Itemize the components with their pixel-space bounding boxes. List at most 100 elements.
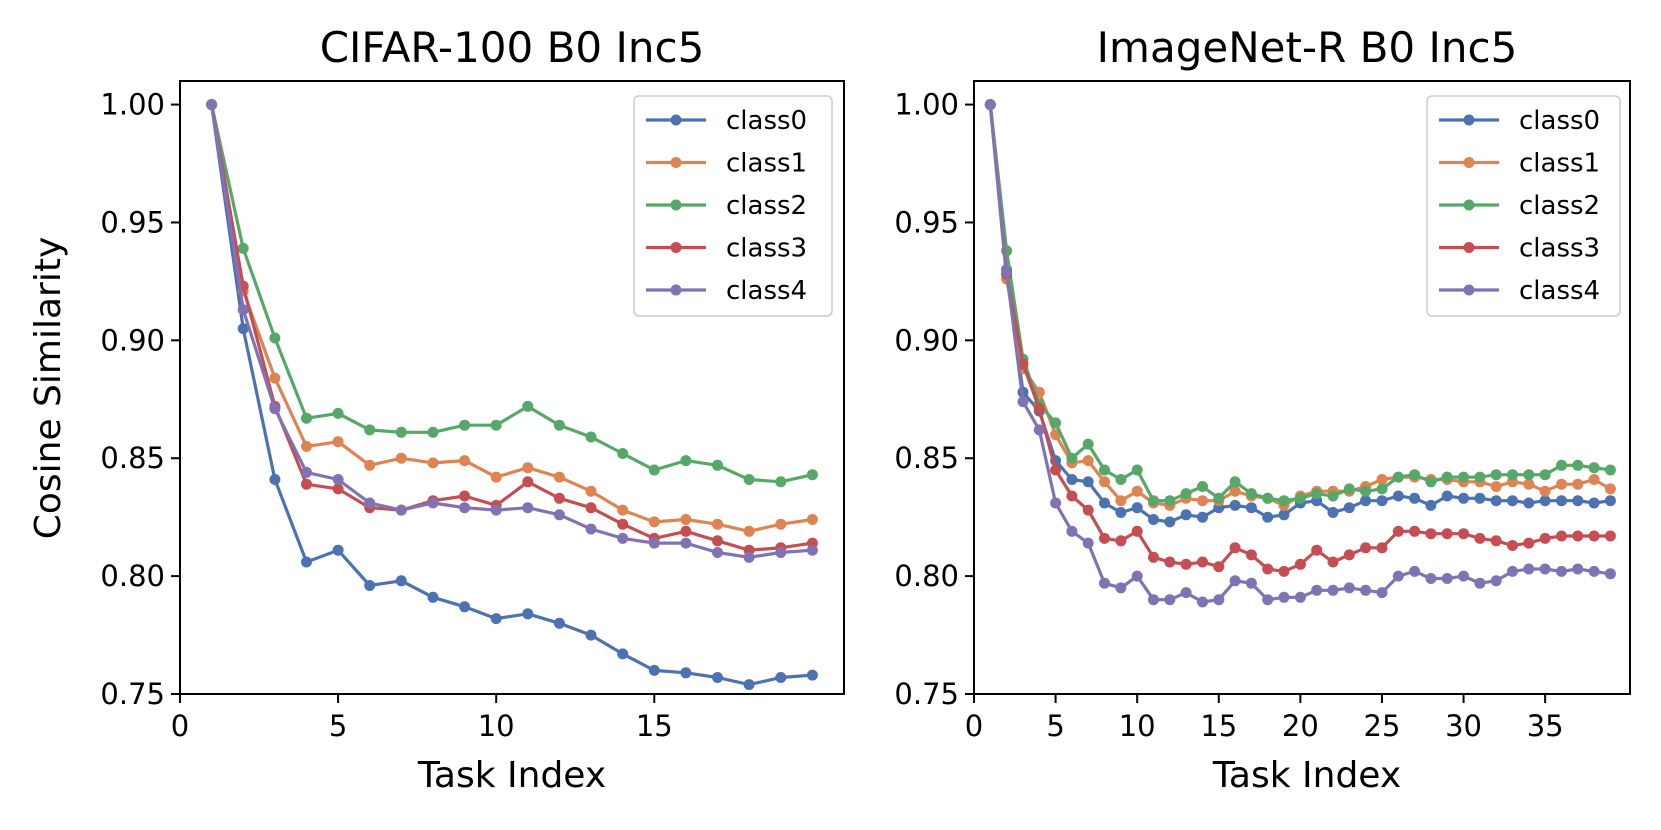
plot-area-imagenet-r: 0 5 10 15 20 25 30 35 0.75 0.80 0.85 0.90 0.95 1.00 cl… bbox=[894, 80, 1631, 743]
data-point-class1 bbox=[1082, 455, 1094, 467]
data-point-class2 bbox=[1409, 469, 1421, 481]
legend-marker-class3 bbox=[1463, 242, 1475, 253]
data-point-class4 bbox=[585, 523, 597, 535]
data-point-class4 bbox=[1001, 266, 1013, 278]
chart-title: CIFAR-100 B0 Inc5 bbox=[320, 23, 705, 72]
data-point-class4 bbox=[1229, 575, 1241, 587]
y-tick-label: 0.75 bbox=[894, 677, 959, 711]
data-point-class3 bbox=[1604, 530, 1616, 542]
data-point-class2 bbox=[1376, 483, 1388, 495]
data-point-class2 bbox=[1278, 495, 1290, 507]
data-point-class0 bbox=[1262, 511, 1274, 523]
data-point-class3 bbox=[1458, 528, 1470, 540]
data-point-class2 bbox=[1441, 471, 1453, 483]
x-axis-label: Task Index bbox=[417, 755, 606, 796]
data-point-class3 bbox=[301, 478, 312, 490]
data-point-class0 bbox=[1523, 497, 1535, 509]
legend-box bbox=[633, 95, 833, 317]
legend-label-class3: class3 bbox=[726, 234, 807, 264]
x-tick-label: 15 bbox=[1200, 709, 1237, 743]
data-point-class2 bbox=[743, 474, 755, 485]
data-point-class2 bbox=[1180, 488, 1192, 500]
plot-frame bbox=[973, 80, 1631, 695]
data-point-class2 bbox=[1343, 483, 1355, 495]
series-group bbox=[206, 99, 818, 691]
data-point-class3 bbox=[617, 518, 629, 530]
data-point-class1 bbox=[806, 514, 818, 525]
data-point-class2 bbox=[1556, 459, 1567, 471]
data-point-class2 bbox=[395, 426, 407, 438]
data-point-class0 bbox=[1572, 495, 1584, 507]
data-point-class4 bbox=[743, 551, 755, 563]
data-point-class4 bbox=[206, 99, 218, 111]
data-point-class3 bbox=[1180, 558, 1192, 570]
data-point-class1 bbox=[332, 436, 344, 448]
data-point-class1 bbox=[522, 462, 534, 474]
data-point-class1 bbox=[1539, 485, 1551, 497]
data-point-class2 bbox=[459, 419, 471, 431]
data-point-class0 bbox=[1441, 490, 1453, 502]
data-point-class1 bbox=[712, 518, 723, 530]
y-tick-label: 0.90 bbox=[894, 323, 959, 357]
data-point-class3 bbox=[1278, 565, 1290, 577]
data-point-class3 bbox=[459, 490, 471, 502]
data-point-class4 bbox=[1343, 582, 1355, 594]
data-point-class3 bbox=[1099, 532, 1110, 544]
data-point-class3 bbox=[1556, 530, 1567, 542]
data-point-class2 bbox=[1523, 469, 1535, 481]
data-point-class2 bbox=[1474, 471, 1486, 483]
data-point-class2 bbox=[1425, 476, 1437, 488]
data-point-class2 bbox=[1115, 474, 1127, 485]
data-point-class1 bbox=[301, 440, 312, 452]
data-point-class2 bbox=[1507, 469, 1518, 481]
data-point-class1 bbox=[395, 452, 407, 464]
data-point-class1 bbox=[1556, 478, 1567, 490]
data-point-class2 bbox=[1539, 469, 1551, 481]
data-point-class3 bbox=[1017, 358, 1029, 370]
data-point-class1 bbox=[553, 471, 565, 483]
data-point-class4 bbox=[1556, 565, 1567, 577]
data-point-class4 bbox=[712, 547, 723, 558]
x-tick-label: 15 bbox=[636, 709, 673, 743]
data-point-class2 bbox=[1458, 471, 1470, 483]
data-point-class2 bbox=[680, 455, 692, 467]
data-point-class0 bbox=[648, 664, 660, 676]
data-point-class0 bbox=[585, 629, 597, 641]
data-point-class0 bbox=[1278, 509, 1290, 521]
data-point-class3 bbox=[585, 502, 597, 514]
chart-title: ImageNet-R B0 Inc5 bbox=[1097, 23, 1518, 72]
data-point-class4 bbox=[1131, 570, 1143, 582]
data-point-class4 bbox=[1572, 563, 1584, 575]
legend-marker-class1 bbox=[670, 157, 682, 168]
data-point-class3 bbox=[1082, 504, 1094, 516]
legend-label-class0: class0 bbox=[1519, 106, 1600, 136]
data-point-class1 bbox=[1604, 483, 1616, 495]
data-point-class0 bbox=[617, 648, 629, 660]
data-point-class4 bbox=[1115, 582, 1127, 594]
data-point-class2 bbox=[648, 464, 660, 476]
data-point-class2 bbox=[1262, 492, 1274, 504]
data-point-class3 bbox=[680, 525, 692, 537]
data-point-class0 bbox=[490, 613, 502, 625]
x-tick-label: 0 bbox=[965, 709, 983, 743]
data-point-class0 bbox=[1409, 492, 1421, 504]
data-point-class3 bbox=[1490, 535, 1502, 547]
data-point-class4 bbox=[1213, 594, 1225, 606]
data-point-class4 bbox=[1050, 497, 1062, 509]
data-point-class3 bbox=[1033, 403, 1045, 415]
data-point-class0 bbox=[1490, 495, 1502, 507]
data-point-class4 bbox=[1523, 563, 1535, 575]
data-point-class4 bbox=[1033, 424, 1045, 436]
data-point-class3 bbox=[1164, 556, 1176, 568]
legend-marker-class0 bbox=[670, 114, 682, 126]
data-point-class3 bbox=[1131, 525, 1143, 537]
y-tick-label: 0.95 bbox=[894, 205, 959, 239]
x-tick-label: 10 bbox=[1119, 709, 1156, 743]
data-point-class2 bbox=[364, 424, 376, 436]
y-tick-label: 0.85 bbox=[894, 441, 959, 475]
data-point-class0 bbox=[1343, 502, 1355, 514]
data-point-class2 bbox=[522, 400, 534, 412]
data-point-class1 bbox=[775, 518, 787, 530]
legend-box bbox=[1426, 95, 1621, 317]
data-point-class2 bbox=[1490, 469, 1502, 481]
